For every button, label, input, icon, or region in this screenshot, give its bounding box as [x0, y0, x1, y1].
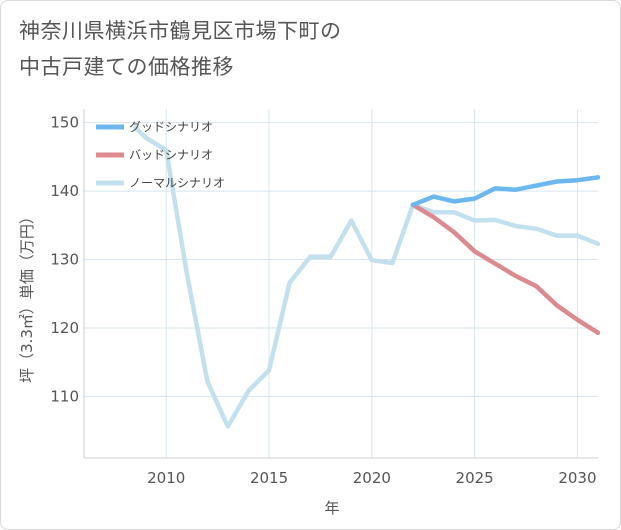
x-tick-label: 2020 [353, 469, 391, 487]
y-tick-label: 110 [50, 387, 79, 405]
y-tick-label: 140 [50, 182, 79, 200]
y-axis-label: 坪（3.3㎡）単価（万円） [18, 209, 36, 383]
series-lines [133, 125, 601, 429]
y-tick-label: 130 [50, 251, 79, 269]
x-tick-label: 2025 [456, 469, 494, 487]
title-line-1: 神奈川県横浜市鶴見区市場下町の [19, 19, 342, 43]
series-line-normal [133, 125, 601, 429]
chart-title: 神奈川県横浜市鶴見区市場下町の 中古戸建ての価格推移 [19, 13, 599, 85]
x-tick-label: 2015 [250, 469, 288, 487]
y-tick-label: 150 [50, 114, 79, 132]
x-tick-label: 2010 [147, 469, 185, 487]
series-line-good [410, 175, 601, 208]
axes: 2010 2015 2020 2025 2030 110 120 130 140 150 [50, 109, 598, 487]
y-tick-label: 120 [50, 319, 79, 337]
legend-label: グッドシナリオ [129, 120, 213, 134]
legend-label: ノーマルシナリオ [129, 176, 225, 190]
x-tick-label: 2030 [558, 469, 596, 487]
legend-label: バッドシナリオ [129, 148, 213, 162]
series-line-bad [410, 202, 601, 336]
x-axis-label: 年 [324, 499, 339, 517]
title-line-2: 中古戸建ての価格推移 [19, 55, 234, 79]
